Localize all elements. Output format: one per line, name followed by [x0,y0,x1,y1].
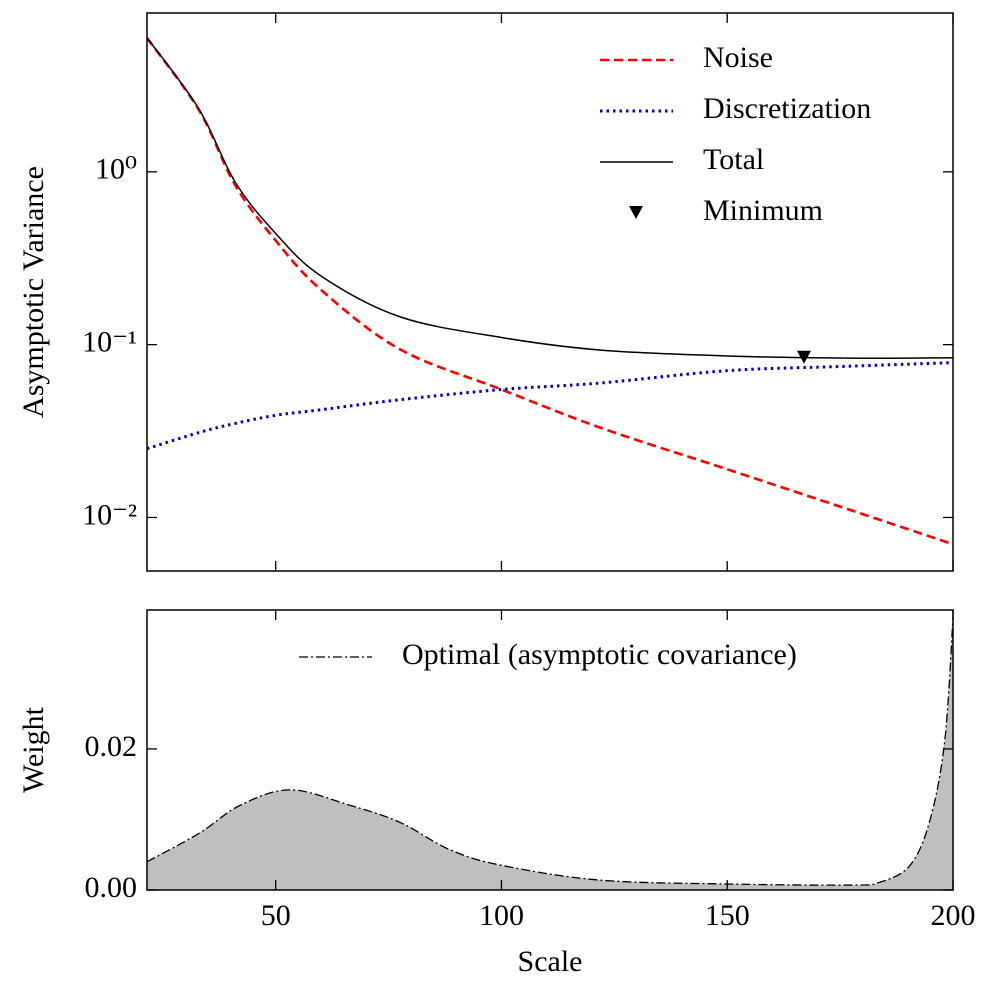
axes-frame [146,609,954,891]
axes-frame [146,12,954,572]
line [145,37,954,546]
y-tick-label: 0.00 [85,871,138,904]
x-tick-label: 200 [931,899,976,932]
y-tick-label: 0.02 [85,730,138,763]
y-tick-label: 10⁻¹ [82,326,137,359]
x-tick-label: 150 [705,899,750,932]
x-tick-label: 50 [261,899,291,932]
minimum-marker [796,350,811,364]
y-axis-label: Weight [17,706,50,793]
legend-label: Optimal (asymptotic covariance) [402,638,797,671]
legend: Noise Discretization Total Minimum [600,41,871,227]
line [146,37,954,360]
x-tick-label: 100 [479,899,524,932]
legend-label: Discretization [703,92,871,125]
legend-label: Noise [703,41,773,74]
panel: 50 100 150 200 0.00 0.02 Scale Weight Optimal (a… [17,609,976,978]
legend-label: Minimum [703,194,823,227]
panel: 10⁻² 10⁻¹ 10⁰ Asymptotic Variance Noise Discr… [17,12,954,572]
y-tick-label: 10⁻² [82,498,137,531]
x-axis-label: Scale [518,945,583,978]
legend: Optimal (asymptotic covariance) [299,638,797,671]
legend-label: Total [703,143,764,176]
y-axis-label: Asymptotic Variance [17,166,50,418]
legend-marker [629,206,643,219]
line [146,361,954,451]
y-tick-label: 10⁰ [95,153,137,186]
area-fill [147,617,953,890]
